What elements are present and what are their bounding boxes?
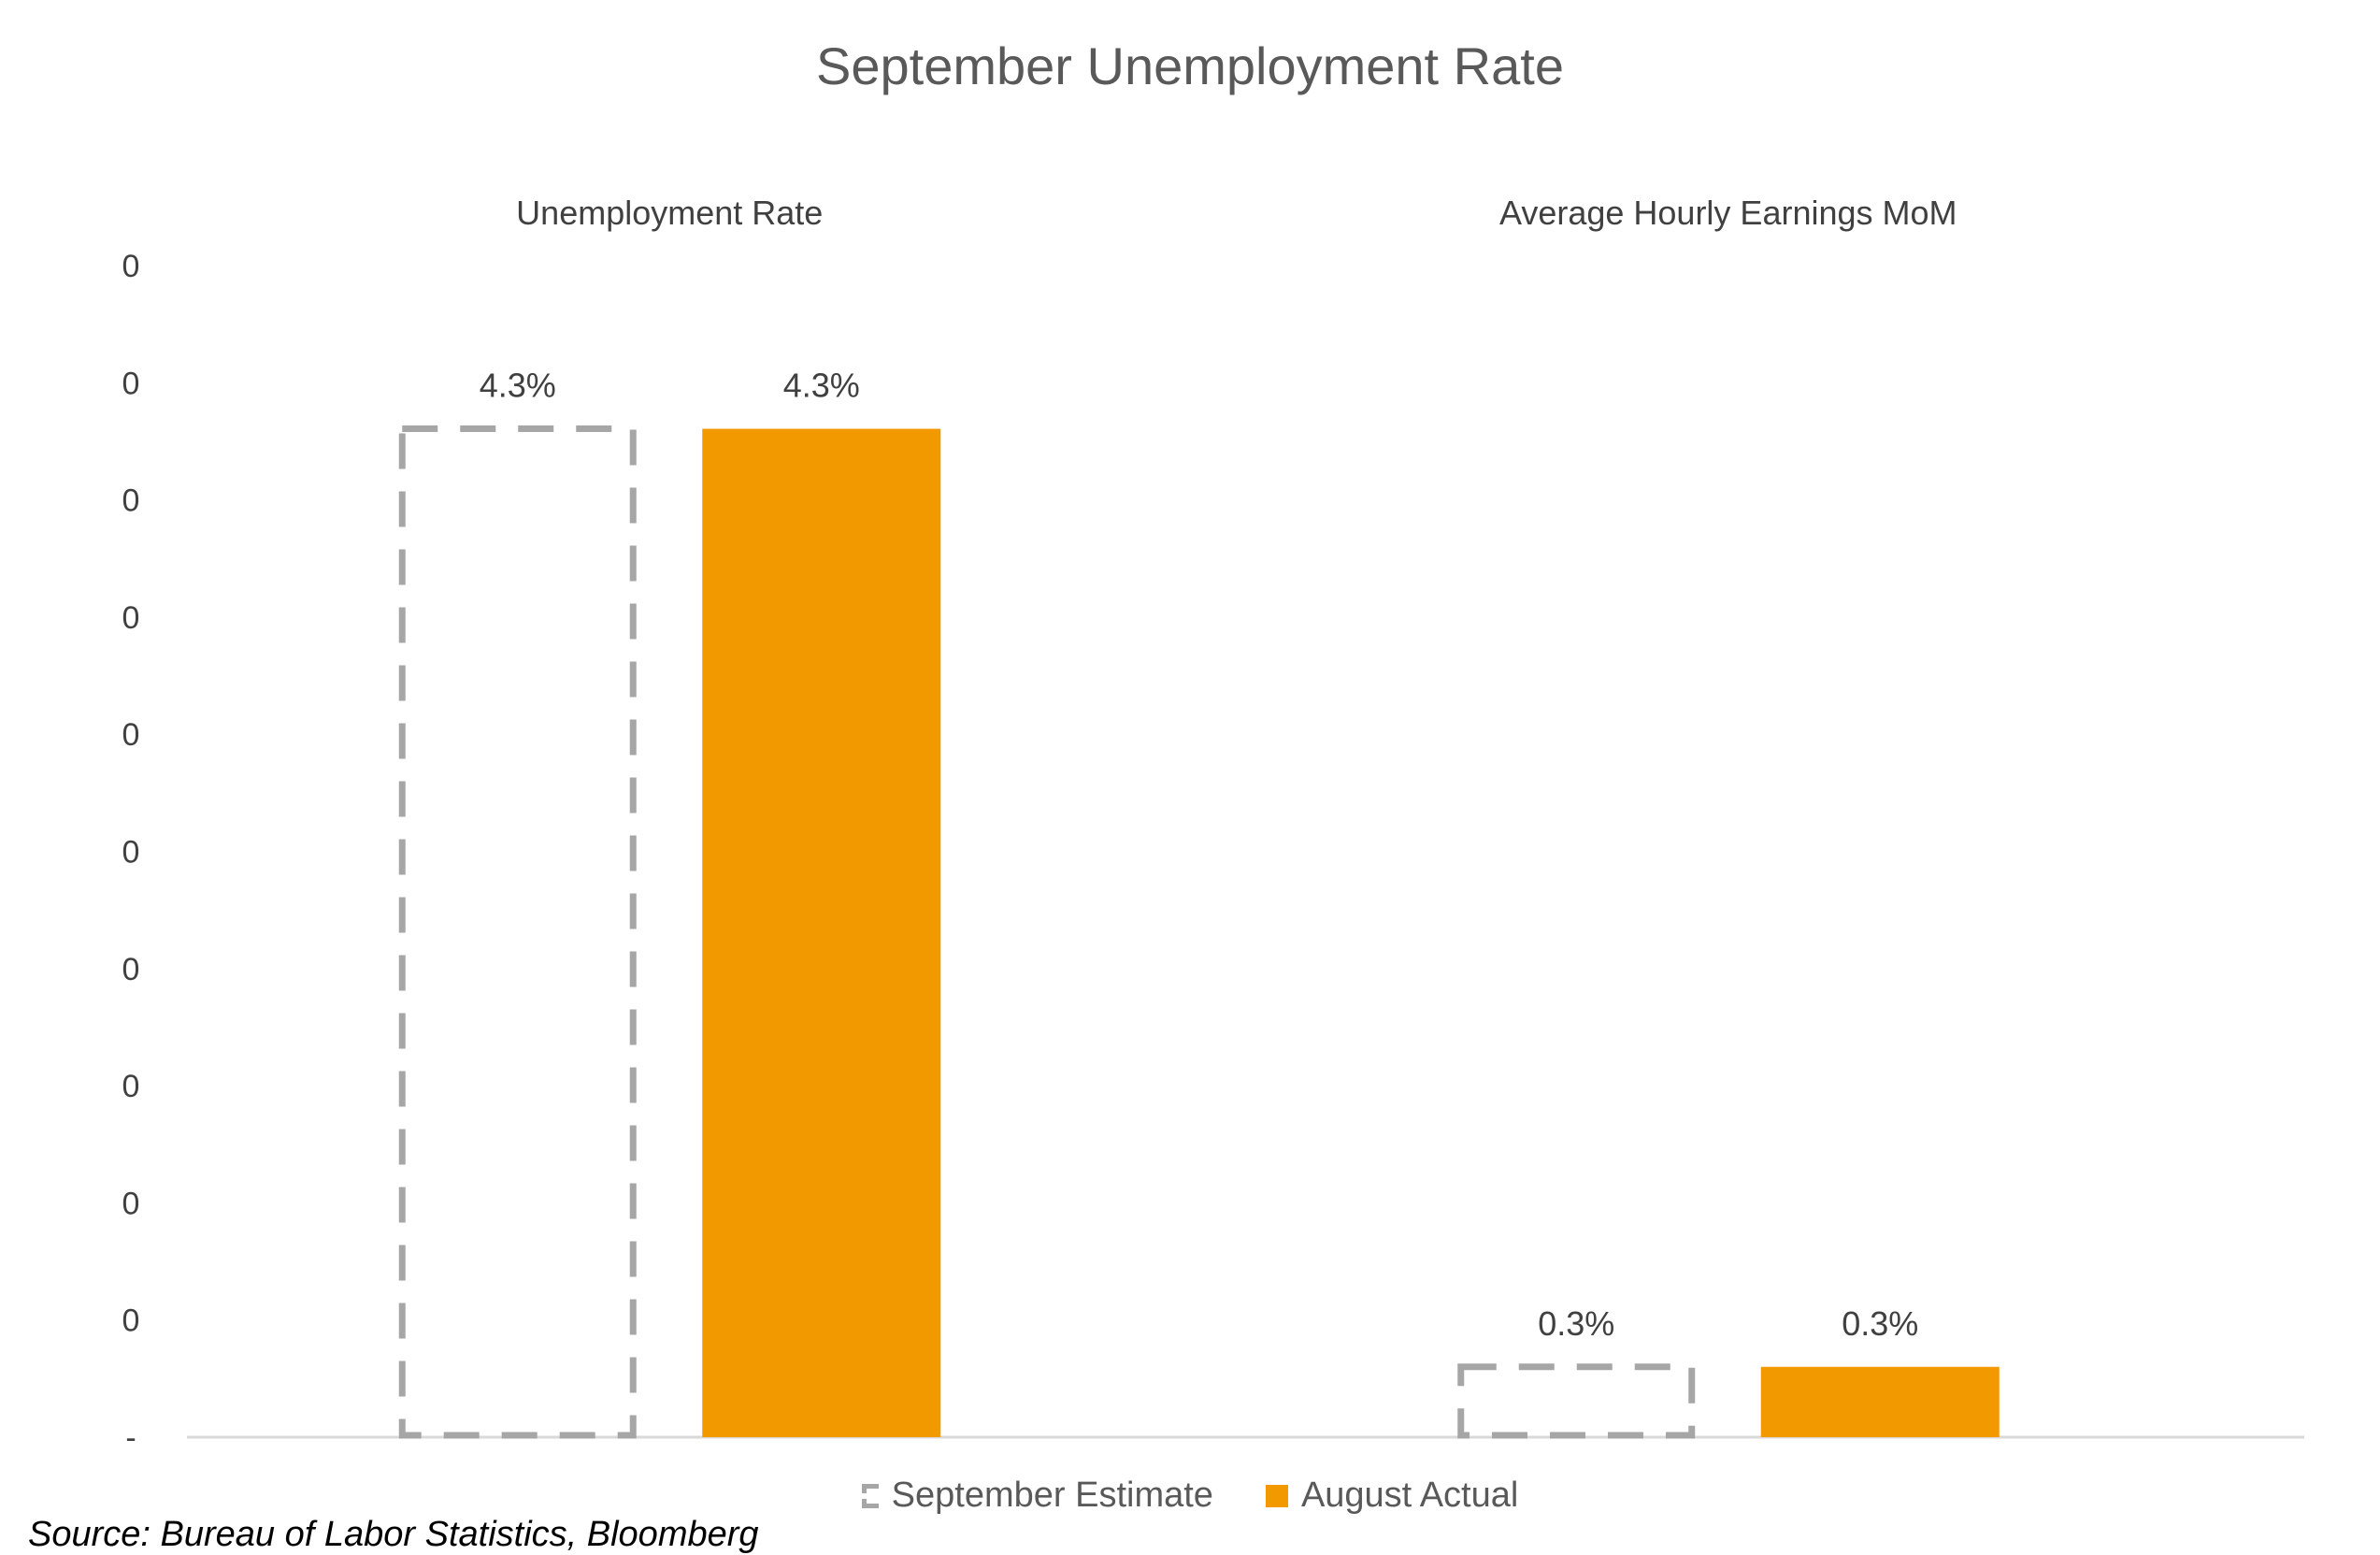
legend-swatch-estimate	[861, 1483, 879, 1508]
y-tick-label: 0	[122, 249, 140, 284]
data-label: 0.3%	[1842, 1304, 1918, 1343]
bar-estimate	[398, 425, 637, 1439]
y-tick-label: 0	[122, 366, 140, 401]
y-tick-label: 0	[122, 835, 140, 871]
category-label: Average Hourly Earnings MoM	[1499, 194, 1957, 232]
category-label: Unemployment Rate	[516, 194, 823, 232]
source-note: Source: Bureau of Labor Statistics, Bloo…	[28, 1515, 759, 1554]
y-tick-label: 0	[122, 952, 140, 987]
legend-swatch-actual	[1265, 1484, 1288, 1507]
legend-label-actual: August Actual	[1300, 1476, 1519, 1515]
bar-actual	[702, 428, 941, 1437]
data-label: 4.3%	[783, 367, 860, 405]
y-tick-label: -	[125, 1420, 136, 1456]
data-label: 4.3%	[480, 367, 556, 405]
y-tick-label: 0	[122, 717, 140, 753]
bar-estimate	[1457, 1363, 1696, 1439]
y-tick-label: 0	[122, 1069, 140, 1104]
data-label: 0.3%	[1538, 1304, 1614, 1343]
bar-actual	[1760, 1366, 2000, 1437]
legend: September Estimate August Actual	[0, 1476, 2380, 1516]
y-tick-label: 0	[122, 1303, 140, 1339]
legend-item-actual: August Actual	[1265, 1476, 1519, 1516]
chart-title: September Unemployment Rate	[816, 36, 1564, 95]
legend-item-estimate: September Estimate	[861, 1476, 1213, 1516]
legend-label-estimate: September Estimate	[891, 1476, 1213, 1515]
y-tick-label: 0	[122, 483, 140, 519]
y-tick-label: 0	[122, 600, 140, 636]
y-tick-label: 0	[122, 1186, 140, 1221]
